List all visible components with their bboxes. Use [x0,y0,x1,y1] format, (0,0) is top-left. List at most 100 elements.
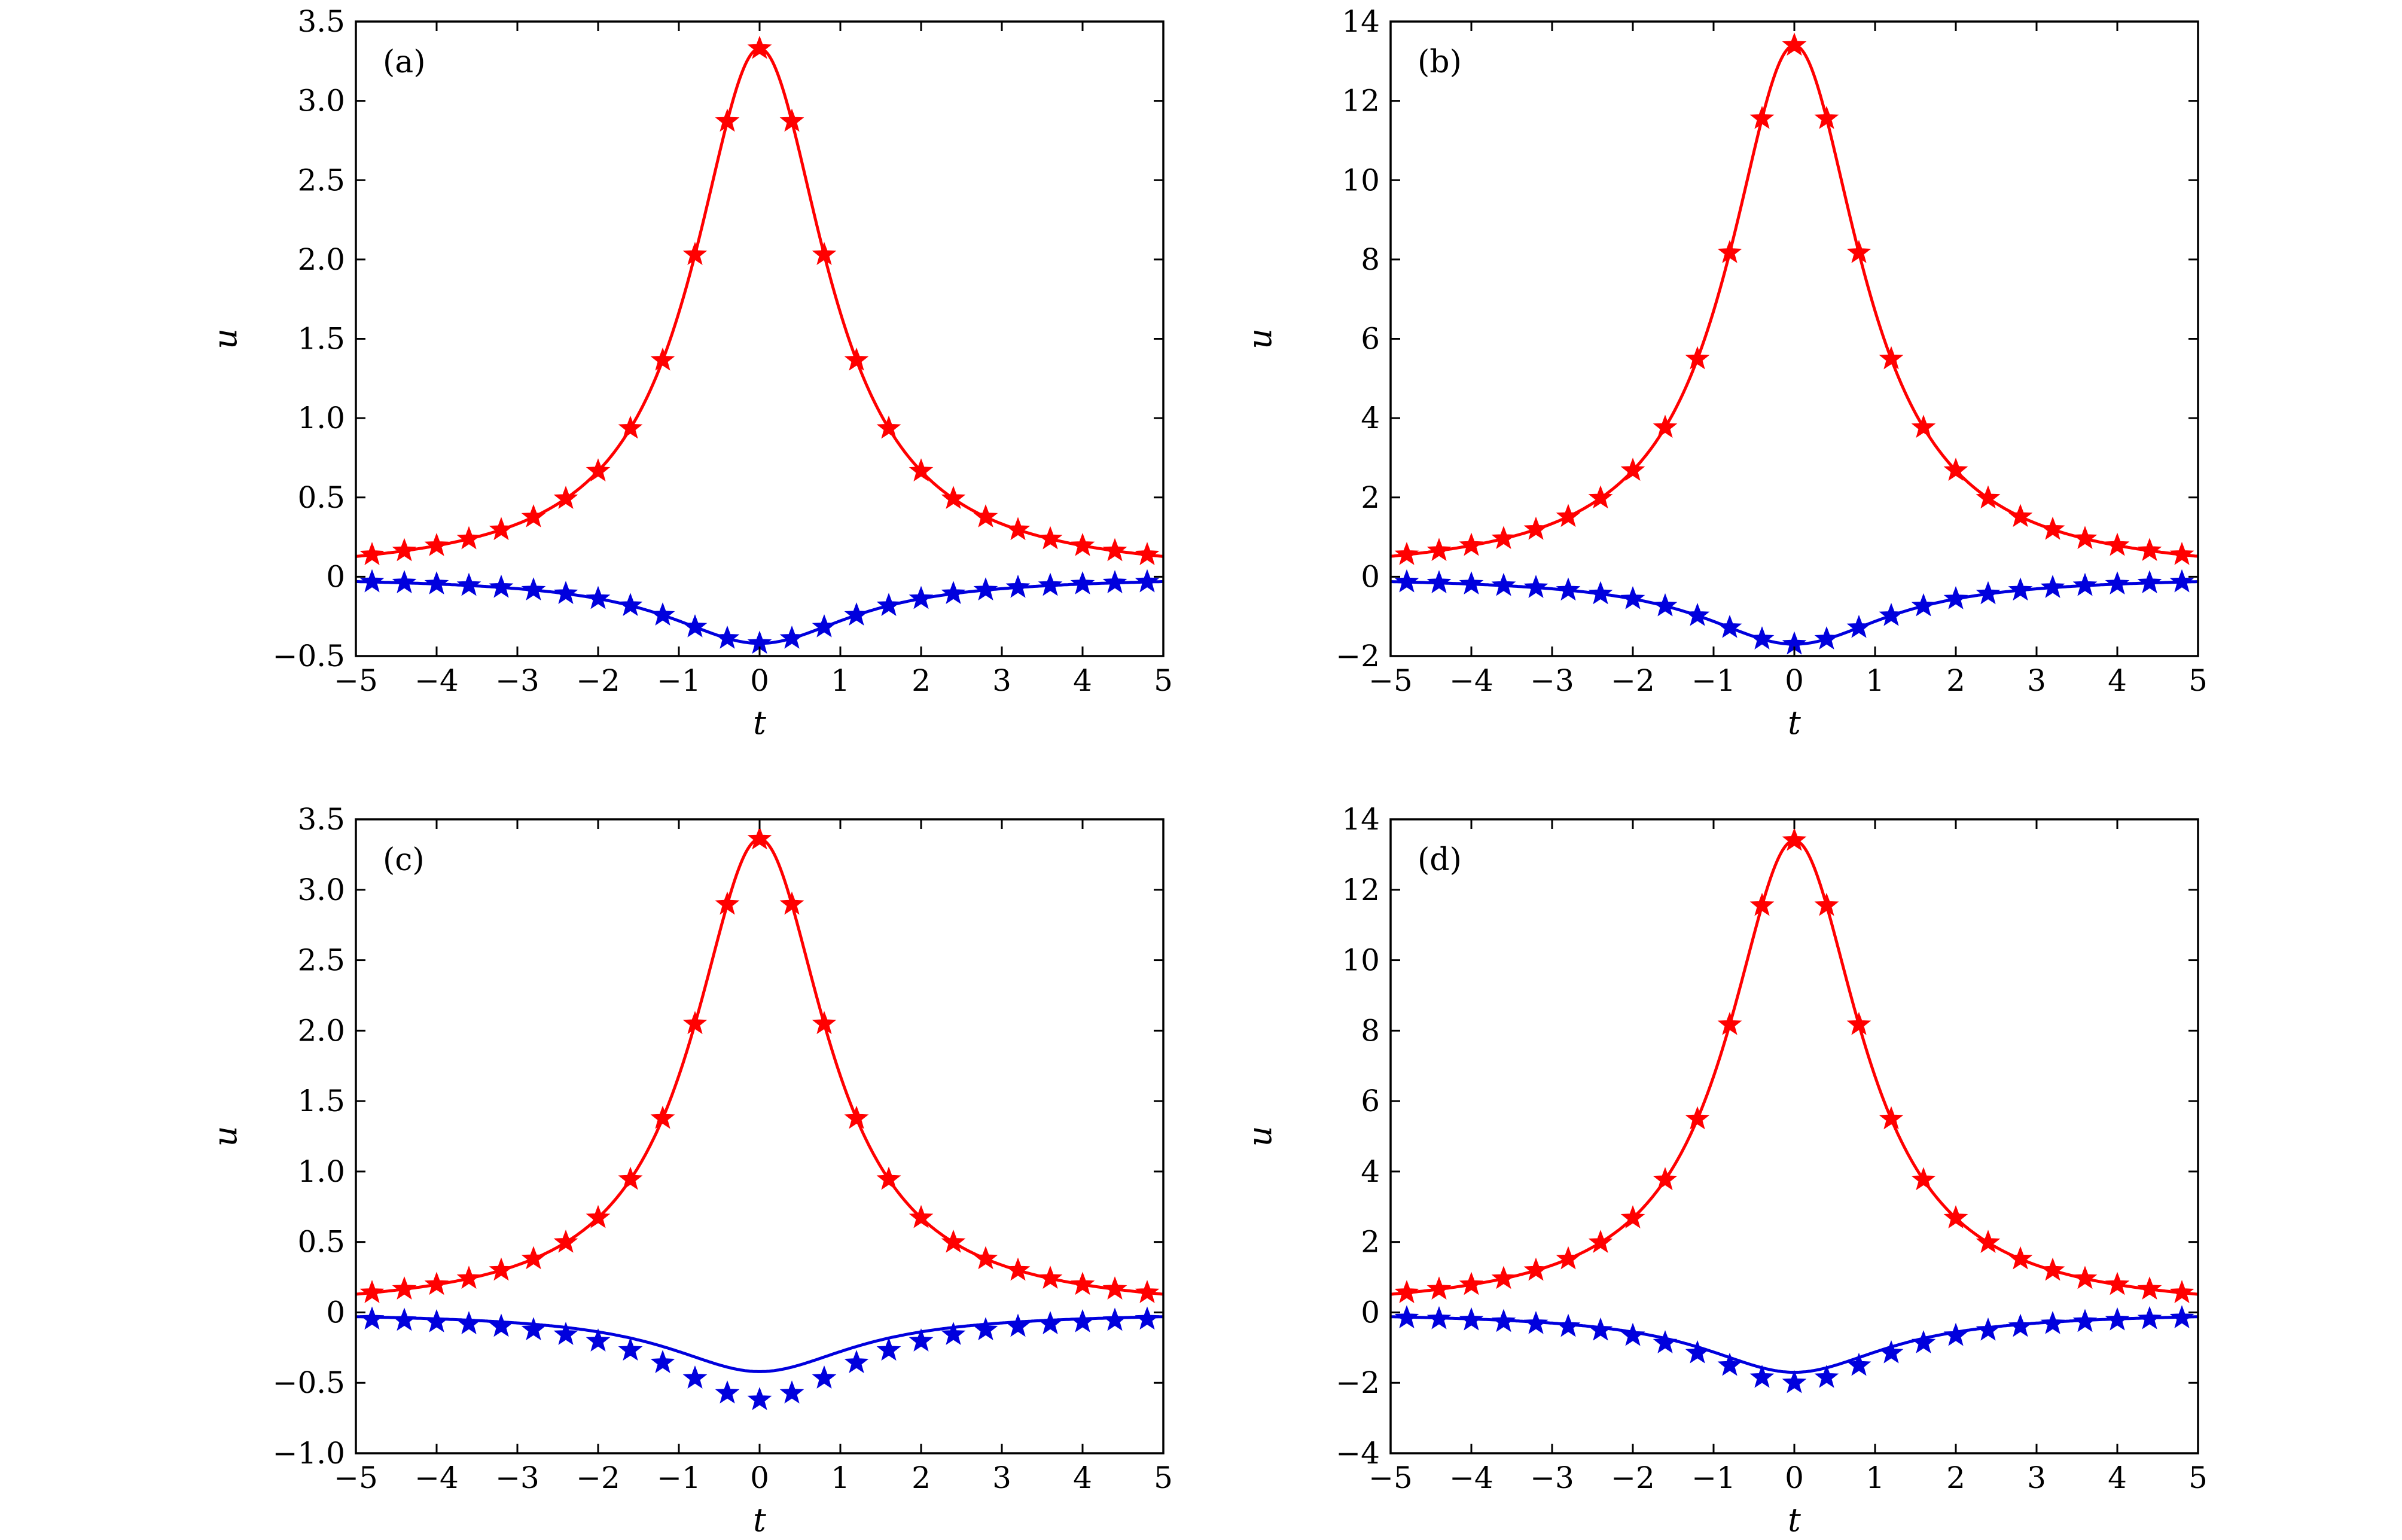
red-star-point [2137,1276,2162,1300]
x-tick-label: 4 [2108,1460,2127,1495]
red-star-point [1782,32,1807,56]
blue-line [355,1315,1164,1373]
blue-star-point [812,1365,837,1389]
y-tick-label: 0.5 [297,480,345,515]
blue-star-point [1685,1340,1710,1364]
red-star-point [876,1166,901,1190]
blue-star-point [1102,570,1127,593]
red-star-point [2105,532,2130,556]
x-tick-label: 2 [1946,663,1965,698]
blue-star-point [392,570,417,593]
blue-star-point [2008,577,2033,601]
blue-star-point [1653,1330,1678,1353]
y-tick-label: 4 [1361,1154,1380,1189]
red-star-point [1943,458,1968,481]
red-star-point [2105,1271,2130,1295]
x-tick-label: 3 [992,663,1011,698]
red-star-point [489,517,514,541]
blue-star-point [1070,1309,1095,1332]
red-star-point [1717,240,1742,263]
blue-star-point [586,1328,611,1352]
red-star-point [489,1257,514,1281]
y-tick-label: 3.5 [297,802,345,837]
red-star-point [1556,1246,1581,1270]
red-star-point [1005,517,1031,541]
x-tick-label: −1 [1691,1460,1736,1495]
y-tick-label: 12 [1342,84,1380,118]
blue-star-point [359,569,385,593]
y-tick-label: 4 [1361,401,1380,435]
blue-star-point [1135,569,1160,593]
y-tick-label: −2 [1336,639,1380,673]
blue-star-point [1814,626,1839,649]
blue-star-point [2072,1309,2098,1332]
x-tick-label: −4 [414,663,459,698]
blue-star-point [2040,575,2065,598]
red-star-point [1491,1265,1516,1289]
y-axis-label: u [1241,1126,1279,1147]
blue-star-point [715,1380,740,1404]
y-tick-label: 2.0 [297,1013,345,1048]
x-tick-label: −1 [657,1460,701,1495]
blue-star-point [1588,581,1613,605]
x-tick-label: −5 [334,663,378,698]
blue-star-point [1491,1309,1516,1332]
blue-star-point [1459,1307,1484,1331]
red-star-point [521,1246,546,1270]
blue-star-point [1491,572,1516,596]
red-star-point [812,242,837,266]
red-star-point [1911,1167,1936,1191]
red-star-point [1685,346,1710,370]
x-tick-label: −1 [1691,663,1736,698]
blue-star-point [553,1322,578,1345]
red-star-point [682,1011,708,1035]
y-tick-label: 6 [1361,1084,1380,1118]
blue-star-point [1426,570,1452,594]
red-star-point [1426,538,1452,562]
x-tick-label: 4 [1073,663,1092,698]
y-tick-label: 0 [326,1295,345,1329]
blue-star-point [715,625,740,649]
red-star-point [1459,532,1484,556]
red-star-point [1102,538,1127,562]
x-tick-label: −3 [495,663,539,698]
y-tick-label: 0 [1361,559,1380,594]
red-star-point [2008,504,2033,527]
blue-star-point [2040,1310,2065,1334]
blue-star-point [1749,1364,1775,1388]
y-tick-label: 1.5 [297,322,345,356]
blue-star-point [521,577,546,600]
x-tick-label: −5 [1368,663,1413,698]
red-star-point [2040,1257,2065,1281]
red-star-point [424,1271,449,1295]
red-star-point [1846,1011,1871,1035]
red-star-point [909,458,934,482]
blue-star-point [1523,1310,1549,1334]
blue-star-point [844,602,869,626]
blue-star-point [1976,1317,2001,1341]
red-star-point [1070,532,1095,556]
blue-star-point [1394,1305,1419,1329]
x-tick-label: 3 [2027,1460,2046,1495]
blue-star-point [650,1350,675,1373]
red-star-point [1749,105,1775,129]
blue-star-point [844,1350,869,1373]
blue-star-point [1005,1313,1031,1337]
red-star-point [1070,1271,1095,1295]
red-star-point [1814,892,1839,916]
y-tick-label: −0.5 [273,1365,345,1400]
blue-star-point [1879,602,1904,626]
blue-star-point [456,572,481,596]
red-star-point [2169,1280,2194,1303]
red-star-point [747,35,772,59]
red-star-point [1976,1230,2001,1254]
x-tick-label: −2 [1611,663,1655,698]
x-tick-label: 2 [1946,1460,1965,1495]
x-tick-label: 1 [1865,663,1885,698]
blue-star-point [2105,1307,2130,1331]
panel-label: (a) [383,44,426,80]
red-star-point [973,1246,998,1270]
red-star-point [424,532,449,556]
blue-star-point [424,571,449,594]
